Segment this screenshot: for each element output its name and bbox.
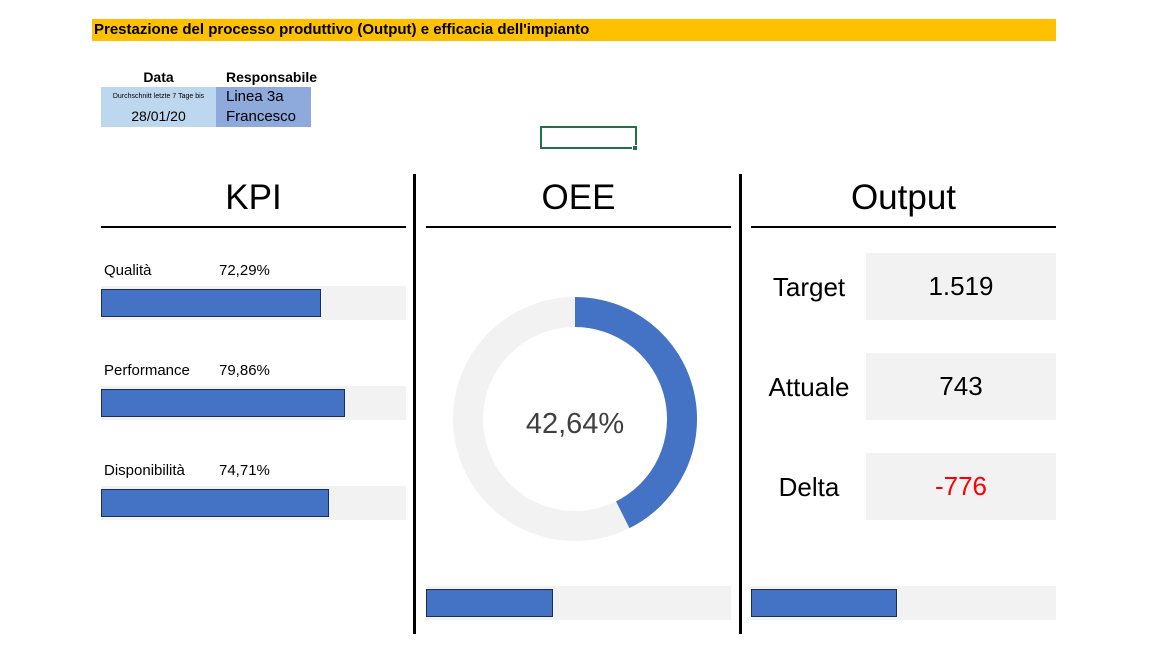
date-value: 28/01/20 (131, 108, 186, 124)
delta-value: -776 (866, 453, 1056, 520)
target-label: Target (772, 272, 846, 302)
output-bar-track (751, 586, 1056, 620)
oee-divider (426, 226, 731, 228)
actual-value: 743 (866, 353, 1056, 420)
delta-label: Delta (778, 472, 840, 502)
actual-label: Attuale (768, 372, 850, 402)
oee-bar-track (426, 586, 731, 620)
date-note: Durchschnitt letzte 7 Tage bis (112, 93, 205, 100)
kpi-label-quality: Qualità (104, 262, 152, 279)
column-separator (739, 174, 742, 634)
kpi-label-performance: Performance (104, 362, 190, 379)
fill-handle[interactable] (632, 145, 638, 151)
oee-title: OEE (541, 178, 616, 217)
target-value: 1.519 (866, 253, 1056, 320)
oee-value: 42,64% (525, 408, 625, 440)
oee-donut-arc (574, 297, 697, 529)
output-bar (751, 589, 897, 617)
responsible-name: Francesco (226, 108, 297, 125)
kpi-bar-availability (101, 489, 329, 517)
kpi-bar-track (101, 286, 406, 320)
column-separator (413, 174, 416, 634)
responsible-header: Responsabile (226, 69, 318, 85)
kpi-value-performance: 79,86% (219, 362, 270, 379)
oee-bar (426, 589, 553, 617)
kpi-bar-track (101, 486, 406, 520)
oee-donut-chart (453, 297, 697, 541)
kpi-value-availability: 74,71% (219, 462, 270, 479)
responsible-cell[interactable]: Linea 3a Francesco (216, 87, 311, 127)
kpi-value-quality: 72,29% (219, 262, 270, 279)
kpi-bar-track (101, 386, 406, 420)
output-divider (751, 226, 1056, 228)
kpi-bar-performance (101, 389, 345, 417)
kpi-bar-quality (101, 289, 321, 317)
report-title: Prestazione del processo produttivo (Out… (92, 19, 1056, 41)
kpi-title: KPI (225, 178, 282, 217)
output-title: Output (850, 178, 957, 217)
kpi-label-availability: Disponibilità (104, 462, 185, 479)
selected-cell[interactable] (540, 126, 637, 149)
date-header: Data (143, 69, 174, 85)
line-name: Linea 3a (226, 88, 284, 105)
kpi-divider (101, 226, 406, 228)
date-cell[interactable]: Durchschnitt letzte 7 Tage bis 28/01/20 (101, 87, 216, 127)
